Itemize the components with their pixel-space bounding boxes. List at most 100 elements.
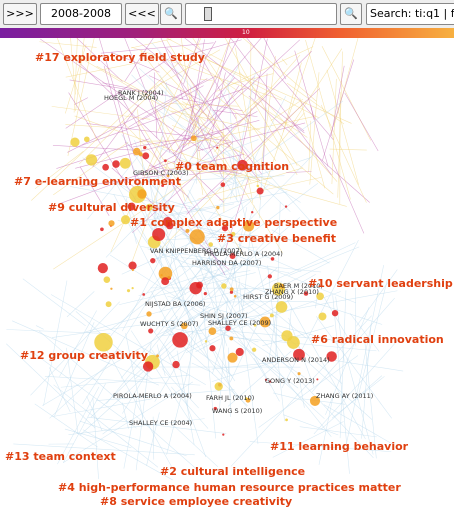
edge (179, 264, 254, 267)
edge (267, 265, 285, 422)
edge (52, 145, 137, 151)
node (253, 323, 257, 327)
timeline-label: 10 (242, 29, 250, 36)
node (126, 289, 131, 293)
edge (258, 317, 373, 420)
node (145, 203, 153, 211)
edge (132, 141, 234, 234)
edge (121, 134, 232, 305)
edge (68, 418, 205, 435)
edge (100, 42, 214, 54)
node-label: VAN KNIPPENBERG D (2007) (150, 247, 242, 255)
node (185, 228, 190, 233)
edge (206, 59, 352, 124)
back-button[interactable]: <<< (125, 3, 159, 25)
node (156, 354, 160, 358)
node (97, 263, 108, 274)
edge (133, 38, 183, 78)
edge (230, 38, 332, 176)
node (85, 154, 98, 166)
edge (192, 224, 302, 273)
node (216, 205, 220, 210)
edge (275, 112, 305, 149)
edge (227, 336, 377, 352)
edge (242, 89, 269, 114)
edge (246, 38, 334, 140)
edge (191, 85, 240, 159)
edge (150, 287, 272, 289)
slider[interactable] (185, 3, 337, 25)
node (222, 433, 225, 436)
edge (154, 81, 168, 225)
node (119, 157, 131, 169)
toolbar: >>> 2008-2008 <<< 🔍 🔍 Search: ti:q1 | fu (0, 0, 454, 29)
edge (320, 104, 367, 203)
node (229, 336, 234, 341)
node (316, 378, 319, 381)
edge (236, 313, 374, 459)
edge (169, 216, 180, 274)
node (110, 287, 113, 290)
node (172, 332, 188, 348)
node-label: HIRST G (2009) (243, 293, 293, 301)
edge (305, 39, 351, 200)
cluster-label: #13 team context (5, 450, 116, 463)
edge (125, 333, 143, 418)
node-label: HARRISON DA (2007) (192, 259, 261, 267)
edge (145, 205, 261, 369)
cluster-label: #12 group creativity (20, 349, 148, 362)
edge (218, 177, 322, 201)
edge (321, 46, 372, 141)
edge (165, 347, 207, 458)
node (128, 261, 137, 270)
edge (82, 284, 159, 405)
edge (179, 89, 184, 100)
edge (64, 44, 87, 114)
edge (70, 38, 76, 95)
edge (51, 106, 151, 120)
edge (176, 350, 195, 445)
node (132, 147, 141, 156)
edge (329, 148, 367, 151)
edge (140, 50, 233, 174)
edge (185, 298, 293, 354)
node (172, 360, 180, 369)
node (196, 281, 203, 289)
edge (356, 279, 388, 401)
cluster-label: #1 complex adaptive perspective (130, 216, 337, 229)
edge (188, 164, 267, 176)
edge (151, 42, 313, 224)
edge (131, 46, 282, 101)
cluster-label: #6 radical innovation (311, 333, 444, 346)
edge (166, 332, 198, 455)
node-label: NIJSTAD BA (2006) (145, 300, 205, 308)
edge (189, 118, 199, 134)
edge (160, 38, 223, 178)
forward-button[interactable]: >>> (3, 3, 37, 25)
search-box[interactable]: Search: ti:q1 | fu (366, 3, 454, 25)
edge (290, 48, 343, 128)
zoom-in[interactable]: 🔍 (340, 3, 362, 25)
node (158, 266, 173, 281)
edge (172, 424, 219, 468)
node (326, 351, 337, 362)
edge (323, 297, 353, 345)
node (293, 348, 305, 361)
edge (85, 287, 248, 333)
node (256, 184, 259, 188)
edge (197, 270, 251, 280)
edge (230, 73, 274, 85)
edge (240, 95, 287, 188)
node-label: ANDERSON N (2014) (262, 356, 330, 364)
edge (232, 261, 259, 445)
edge (224, 38, 298, 166)
edge (40, 38, 204, 151)
node (208, 242, 213, 247)
year-range[interactable]: 2008-2008 (40, 3, 122, 25)
edge (197, 122, 306, 152)
node (214, 382, 223, 391)
node (208, 327, 217, 336)
zoom-out[interactable]: 🔍 (160, 3, 182, 25)
edge (172, 257, 194, 335)
